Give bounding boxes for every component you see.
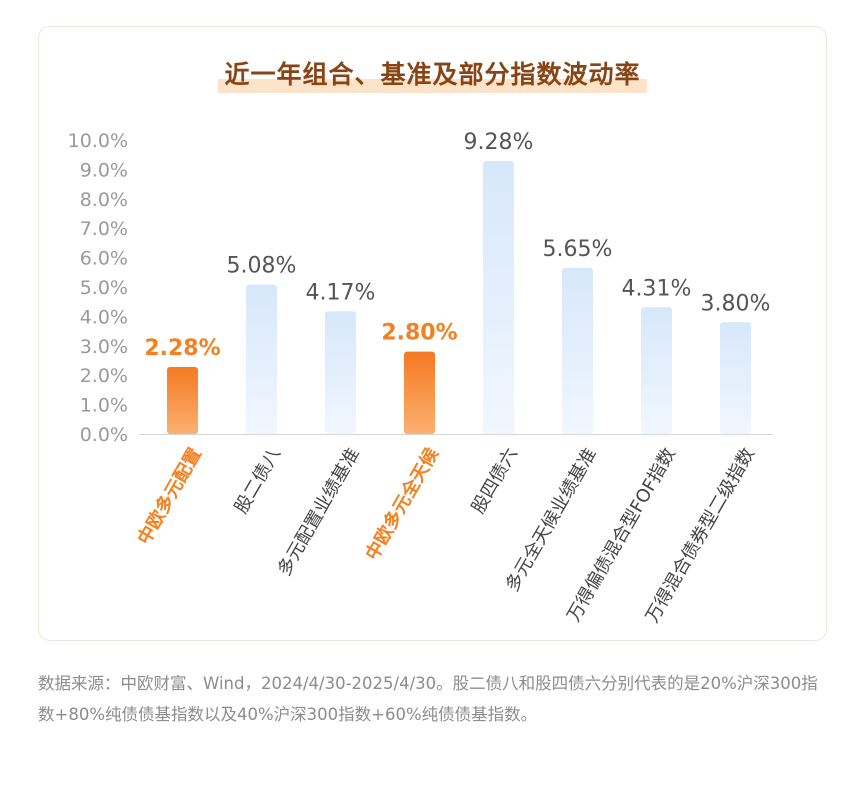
y-tick-label: 9.0% — [80, 159, 128, 181]
x-tick-label: 多元配置业绩基准 — [274, 444, 364, 579]
x-tick-label: 股二债八 — [231, 444, 285, 517]
y-tick-label: 1.0% — [80, 395, 128, 417]
bar — [246, 284, 277, 434]
bar — [325, 311, 356, 434]
bar — [562, 267, 593, 434]
y-tick-label: 10.0% — [68, 130, 128, 152]
x-tick-label: 中欧多元配置 — [133, 444, 206, 549]
y-tick-label: 6.0% — [80, 248, 128, 270]
x-tick-label: 多元全天候业绩基准 — [502, 444, 601, 595]
y-tick-label: 5.0% — [80, 277, 128, 299]
bar-value-label: 5.65% — [543, 237, 613, 262]
y-tick-label: 8.0% — [80, 189, 128, 211]
chart-title-wrap: 近一年组合、基准及部分指数波动率 — [39, 51, 826, 95]
bar — [167, 366, 198, 434]
bar — [483, 161, 514, 434]
bar — [720, 322, 751, 434]
y-tick-label: 0.0% — [80, 424, 128, 446]
data-source-note: 数据来源：中欧财富、Wind，2024/4/30-2025/4/30。股二债八和… — [38, 674, 818, 724]
x-tick-label: 中欧多元全天候 — [361, 443, 444, 564]
chart-title: 近一年组合、基准及部分指数波动率 — [218, 51, 647, 95]
bar-value-label: 9.28% — [464, 130, 534, 155]
bar — [404, 351, 435, 434]
bar-chart: 0.0% 1.0% 2.0% 3.0% 4.0% 5.0% 6.0% 7.0% 8.0% 9.0%… — [68, 130, 772, 626]
bar-value-label: 4.17% — [306, 280, 376, 305]
bar-value-label: 5.08% — [227, 254, 297, 279]
x-tick-label: 股四债六 — [468, 444, 522, 517]
bar-value-label: 4.31% — [622, 276, 692, 301]
y-tick-label: 3.0% — [80, 336, 128, 358]
bar-value-label: 3.80% — [701, 291, 771, 316]
bar-value-label: 2.28% — [144, 336, 220, 361]
bar — [641, 307, 672, 434]
chart-card: 近一年组合、基准及部分指数波动率 — [38, 26, 827, 641]
y-tick-label: 2.0% — [80, 365, 128, 387]
bar-value-label: 2.80% — [381, 321, 457, 346]
y-tick-label: 7.0% — [80, 218, 128, 240]
y-tick-label: 4.0% — [80, 306, 128, 328]
